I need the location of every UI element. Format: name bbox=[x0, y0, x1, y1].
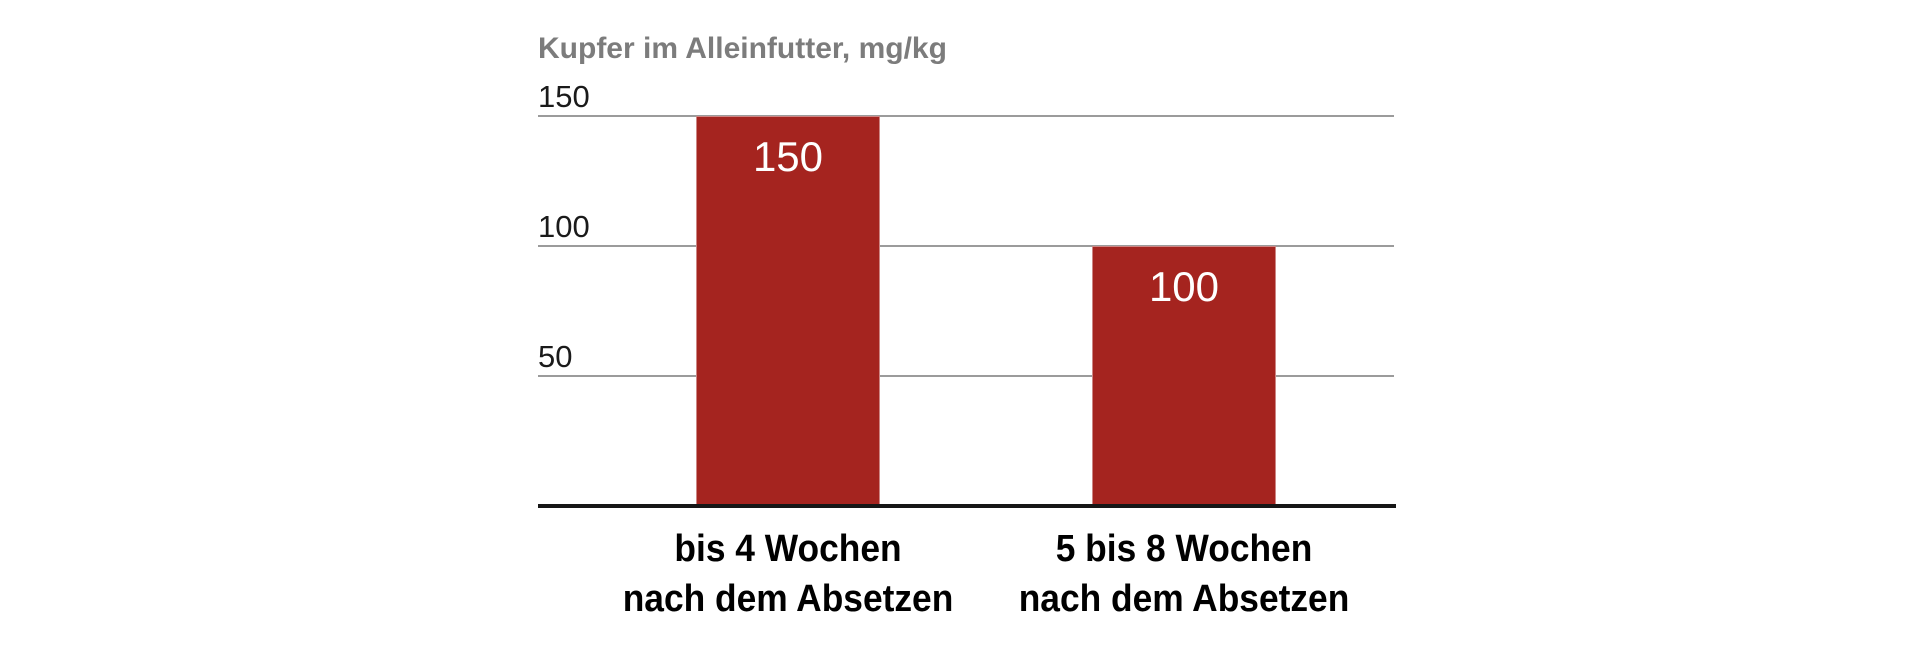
x-category-label-line: nach dem Absetzen bbox=[1018, 578, 1350, 620]
x-category-label-line: bis 4 Wochen bbox=[674, 528, 902, 570]
y-tick-label: 150 bbox=[538, 79, 590, 114]
bar-value-label: 150 bbox=[752, 133, 824, 180]
bar-value-label: 100 bbox=[1148, 263, 1220, 310]
bar-2: 100 bbox=[1092, 246, 1276, 507]
chart-title: Kupfer im Alleinfutter, mg/kg bbox=[538, 32, 947, 65]
y-tick-label: 100 bbox=[538, 209, 590, 244]
y-gridline bbox=[538, 245, 1394, 247]
x-category-label-line: nach dem Absetzen bbox=[622, 578, 954, 620]
y-gridline bbox=[538, 375, 1394, 377]
x-category-label-line: 5 bis 8 Wochen bbox=[1055, 528, 1313, 570]
x-category-label: bis 4 Wochen nach dem Absetzen bbox=[574, 524, 1002, 624]
x-category-label: 5 bis 8 Wochen nach dem Absetzen bbox=[970, 524, 1398, 624]
bar-1: 150 bbox=[696, 116, 880, 507]
y-gridline bbox=[538, 115, 1394, 117]
x-axis-line bbox=[538, 504, 1396, 508]
y-tick-label: 50 bbox=[538, 339, 573, 374]
